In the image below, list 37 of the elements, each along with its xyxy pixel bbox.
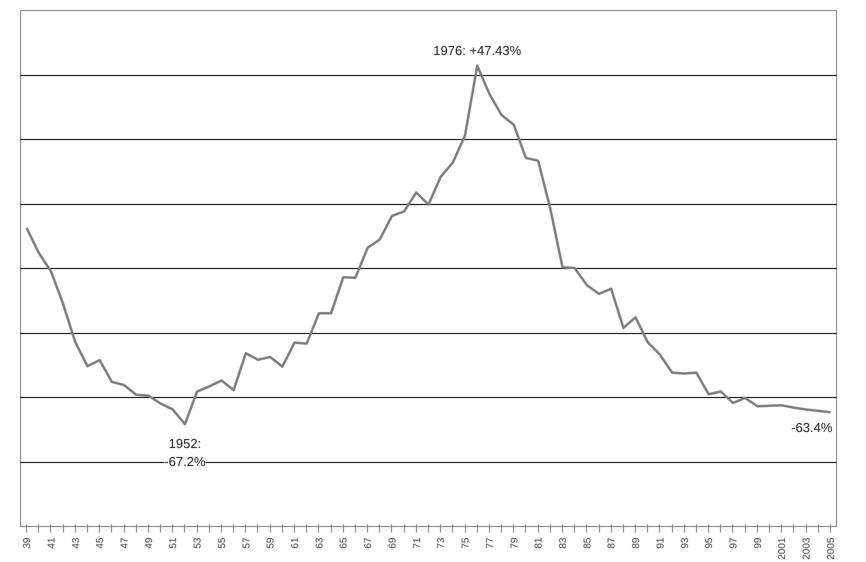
x-tick-label: 95 [704, 537, 716, 549]
x-tick-label: 75 [460, 537, 472, 549]
x-tick-label: 2001 [777, 537, 788, 560]
x-tick-label: 65 [338, 537, 350, 549]
x-tick-label: 71 [412, 537, 423, 549]
x-tick-label: 85 [582, 537, 594, 549]
x-tick-label: 89 [631, 537, 642, 549]
x-tick-label: 81 [534, 537, 545, 549]
x-tick-label: 87 [606, 537, 618, 549]
x-tick-label: 69 [387, 537, 398, 549]
x-tick-label: 83 [558, 537, 569, 549]
x-tick-label: 47 [120, 537, 131, 549]
x-tick-label: 73 [436, 537, 448, 549]
annotation: 1952: -67.2% [164, 436, 206, 470]
x-tick-label: 41 [46, 537, 58, 549]
x-tick-label: 99 [752, 537, 764, 549]
x-tick-label: 93 [680, 537, 691, 549]
x-tick-label: 57 [241, 537, 252, 549]
x-tick-label: 91 [655, 537, 666, 549]
annotation: 1976: +47.43% [433, 42, 522, 58]
x-tick-label: 79 [509, 537, 520, 549]
x-tick-label: 61 [290, 537, 302, 549]
x-tick-label: 43 [70, 537, 82, 549]
x-tick-label: 55 [216, 537, 228, 549]
x-tick-label: 77 [484, 537, 496, 549]
x-tick-label: 53 [192, 537, 204, 549]
annotation: -63.4% [791, 420, 833, 436]
x-tick-label: 2005 [826, 537, 837, 560]
x-tick-label: 67 [363, 537, 374, 549]
x-tick-label: 97 [728, 537, 740, 549]
x-tick-label: 45 [95, 537, 106, 549]
x-tick-label: 59 [266, 537, 277, 549]
x-tick-label: 63 [314, 537, 326, 549]
x-tick-label: 49 [144, 537, 155, 549]
x-tick-label: 2003 [802, 537, 813, 560]
x-tick-label: 39 [22, 537, 34, 549]
x-tick-label: 51 [168, 537, 180, 549]
